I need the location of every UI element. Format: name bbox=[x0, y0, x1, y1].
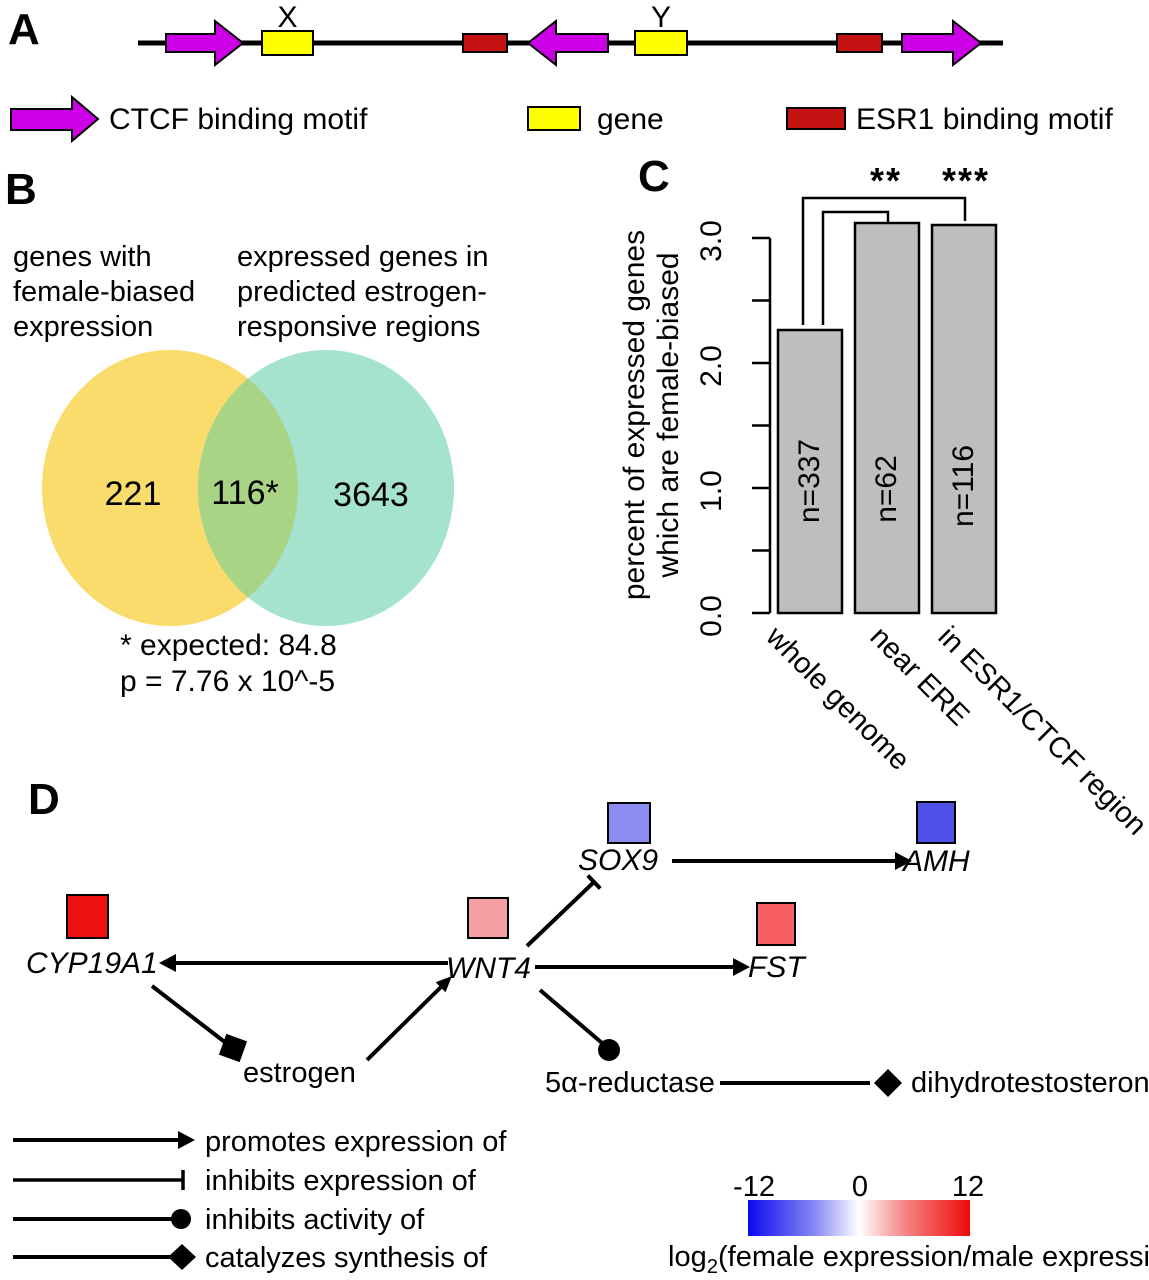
venn-diagram bbox=[42, 350, 454, 626]
dht-label: dihydrotestosterone bbox=[911, 1067, 1149, 1099]
bar-near-ere bbox=[853, 221, 921, 615]
colorbar-mid-label: 0 bbox=[851, 1171, 869, 1203]
venn-overlap-count: 116* bbox=[211, 474, 279, 512]
gene-x-box bbox=[261, 30, 314, 56]
panel-a-label: A bbox=[8, 5, 40, 54]
arrowhead-wnt4-fst bbox=[733, 958, 750, 976]
barchart-plot-area bbox=[752, 196, 998, 615]
gene-y-label: Y bbox=[650, 1, 671, 34]
fst-node-label: FST bbox=[748, 951, 805, 984]
colorbar-max-label: 12 bbox=[951, 1171, 985, 1203]
venn-right-title-line3: responsive regions bbox=[237, 310, 481, 343]
gene-legend-label: gene bbox=[597, 103, 664, 136]
panel-d-label: D bbox=[28, 775, 60, 824]
gene-y-box bbox=[634, 30, 688, 56]
venn-left-title-line2: female-biased bbox=[13, 275, 196, 308]
edge-wnt4-sox9 bbox=[525, 880, 596, 948]
significance-stars-outer: *** bbox=[941, 160, 991, 201]
fst-node-square bbox=[756, 902, 796, 946]
gene-network-diagram bbox=[66, 801, 956, 1097]
ctcf-motif-arrow-right-2 bbox=[901, 18, 983, 68]
venn-expected-note: * expected: 84.8 bbox=[120, 629, 337, 662]
gene-legend-swatch bbox=[527, 106, 581, 131]
venn-left-count: 221 bbox=[104, 475, 162, 513]
diamond-reductase-dht bbox=[874, 1069, 902, 1097]
colorbar-caption-rest: (female expression/male expression) bbox=[717, 1241, 1149, 1273]
legend-circle-icon bbox=[171, 1209, 191, 1229]
colorbar-caption-sub: 2 bbox=[706, 1255, 718, 1278]
colorbar-caption-prefix: log bbox=[668, 1241, 707, 1273]
tbar-wnt4-sox9 bbox=[586, 874, 602, 890]
ctcf-legend-arrow-icon bbox=[10, 94, 100, 144]
edge-wnt4-reductase bbox=[538, 988, 604, 1045]
colorbar-min-label: -12 bbox=[733, 1171, 775, 1203]
esr1-legend-swatch bbox=[786, 107, 846, 130]
ctcf-motif-arrow-left bbox=[526, 18, 609, 68]
venn-overlap-region bbox=[198, 350, 298, 626]
venn-right-title-line2: predicted estrogen- bbox=[237, 275, 487, 308]
arrowhead-wnt4-cyp19a1 bbox=[159, 954, 176, 972]
arrowhead-estrogen-wnt4 bbox=[435, 976, 452, 993]
venn-left-title-line1: genes with bbox=[13, 241, 152, 273]
significance-bracket-outer bbox=[801, 196, 967, 325]
panel-b-label: B bbox=[5, 165, 37, 214]
sox9-node-label: SOX9 bbox=[578, 844, 659, 877]
amh-node-label: AMH bbox=[903, 845, 970, 878]
bar-n-label-near-ere: n=62 bbox=[870, 455, 903, 523]
edge-cyp19a1-estrogen bbox=[150, 984, 228, 1045]
esr1-motif-box-1 bbox=[462, 33, 508, 53]
venn-left-title-line3: expression bbox=[13, 310, 154, 343]
venn-right-count: 3643 bbox=[333, 476, 409, 514]
genomic-locus-diagram bbox=[138, 18, 1003, 68]
gene-x-label: X bbox=[277, 1, 298, 34]
venn-left-set-title: genes with female-biased expression bbox=[13, 240, 195, 344]
esr1-motif-box-2 bbox=[836, 33, 883, 53]
amh-node-square bbox=[916, 801, 956, 844]
ctcf-motif-arrow-right-1 bbox=[165, 18, 245, 68]
bar-n-label-esr1-ctcf: n=116 bbox=[947, 444, 980, 528]
y-axis-title-line2: which are female-biased bbox=[652, 252, 685, 578]
expression-colorbar-gradient bbox=[748, 1200, 970, 1236]
legend-diamond-icon bbox=[168, 1244, 196, 1270]
venn-right-set-title: expressed genes in predicted estrogen- r… bbox=[237, 240, 489, 344]
arrowhead-sox9-amh bbox=[895, 852, 912, 870]
bar-n-label-whole-genome: n=337 bbox=[793, 438, 826, 524]
legend-catalyzes-label: catalyzes synthesis of bbox=[205, 1242, 488, 1274]
significance-stars-inner: ** bbox=[869, 160, 903, 201]
venn-pvalue-note: p = 7.76 x 10^-5 bbox=[120, 665, 336, 698]
bar-esr1-ctcf-region bbox=[930, 223, 998, 615]
wnt4-node-label: WNT4 bbox=[446, 952, 531, 985]
wnt4-node-square bbox=[467, 897, 509, 939]
legend-arrowhead-icon bbox=[178, 1131, 195, 1149]
significance-bracket-inner bbox=[821, 210, 890, 325]
venn-right-title-line1: expressed genes in bbox=[237, 241, 489, 273]
relation-legend-symbols bbox=[13, 1131, 196, 1270]
bar-whole-genome bbox=[776, 328, 844, 615]
legend-inhibits-expression-label: inhibits expression of bbox=[205, 1165, 476, 1197]
legend-promotes-label: promotes expression of bbox=[205, 1126, 507, 1158]
sox9-node-square bbox=[607, 802, 651, 844]
reductase-label: 5α-reductase bbox=[545, 1067, 715, 1099]
legend-inhibits-activity-label: inhibits activity of bbox=[205, 1204, 425, 1236]
cyp19a1-node-square bbox=[66, 894, 109, 939]
diamond-cyp19a1-estrogen bbox=[218, 1033, 248, 1063]
panel-c-label: C bbox=[638, 152, 670, 201]
ctcf-legend-label: CTCF binding motif bbox=[109, 103, 368, 136]
colorbar-caption: log2(female expression/male expression) bbox=[668, 1240, 1149, 1279]
panel-a-legend-symbols bbox=[10, 94, 846, 144]
y-axis-title-line1: percent of expressed genes bbox=[618, 229, 651, 601]
barchart-y-axis-title: percent of expressed genes which are fem… bbox=[618, 195, 686, 635]
cyp19a1-node-label: CYP19A1 bbox=[26, 947, 158, 980]
edge-estrogen-wnt4 bbox=[365, 985, 443, 1062]
circle-wnt4-reductase bbox=[598, 1039, 620, 1061]
esr1-legend-label: ESR1 binding motif bbox=[856, 103, 1113, 136]
estrogen-label: estrogen bbox=[243, 1057, 356, 1089]
